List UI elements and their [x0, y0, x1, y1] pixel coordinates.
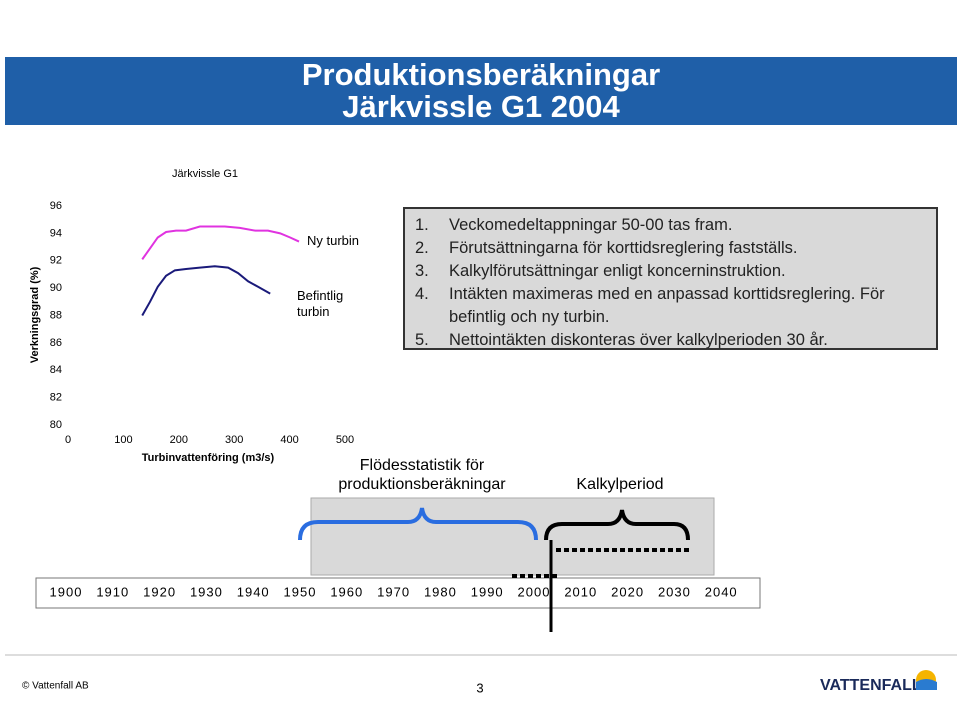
item-text: Nettointäkten diskonteras över kalkylper… [449, 331, 828, 349]
legend-label: Ny turbin [307, 233, 360, 248]
title-bar: Produktionsberäkningar Järkvissle G1 200… [5, 57, 957, 125]
flow-brace [298, 507, 538, 541]
list-item: 4. Intäkten maximeras med en anpassad kor… [415, 283, 926, 329]
year-label: 1980 [424, 584, 457, 599]
period-label: Kalkylperiod [576, 476, 664, 493]
year-label: 1920 [143, 584, 176, 599]
title: Produktionsberäkningar [301, 57, 661, 92]
year-label: 2020 [611, 584, 644, 599]
x-tick-label: 0 [65, 434, 71, 446]
x-axis-label: Turbinvattenföring (m3/s) [142, 452, 275, 464]
y-tick-label: 80 [50, 419, 62, 431]
logo-sun [916, 670, 937, 690]
logo-text: VATTENFALL [820, 677, 922, 694]
year-label: 1930 [190, 584, 223, 599]
x-tick-label: 200 [170, 434, 188, 446]
year-label: 1940 [237, 584, 270, 599]
year-label: 2030 [658, 584, 691, 599]
timeline-bg [310, 497, 715, 576]
item-text: Kalkylförutsättningar enligt koncerninst… [449, 262, 786, 280]
year-label: 1970 [377, 584, 410, 599]
year-label: 2010 [564, 584, 597, 599]
legend-label: Befintlig turbin [297, 288, 344, 319]
chart-title: Järkvissle G1 [172, 168, 238, 180]
year-label: 1990 [471, 584, 504, 599]
year-label: 2040 [705, 584, 738, 599]
y-tick-label: 84 [50, 364, 62, 376]
y-tick-label: 92 [50, 255, 62, 267]
y-tick-label: 86 [50, 337, 62, 349]
y-tick-label: 88 [50, 309, 62, 321]
page-number: 3 [476, 680, 483, 695]
item-number: 3. [415, 262, 429, 280]
x-tick-label: 400 [280, 434, 298, 446]
y-tick-label: 94 [50, 227, 62, 239]
period-brace [544, 509, 690, 541]
y-tick-label: 82 [50, 392, 62, 404]
year-label: 1950 [284, 584, 317, 599]
item-text: Förutsättningarna för korttidsreglering … [449, 239, 798, 257]
y-tick-label: 96 [50, 200, 62, 212]
year-label: 1910 [96, 584, 129, 599]
copyright: © Vattenfall AB [22, 681, 89, 692]
series-line [141, 265, 271, 316]
list-item: 3. Kalkylförutsättningar enligt koncernin… [415, 260, 926, 283]
year-label: 1900 [50, 584, 83, 599]
series-line [141, 225, 300, 260]
item-text: Veckomedeltappningar 50-00 tas fram. [449, 216, 733, 234]
steps-box: 1. Veckomedeltappningar 50-00 tas fram. 2.… [403, 207, 938, 350]
item-number: 4. [415, 285, 429, 303]
item-number: 1. [415, 216, 429, 234]
item-text: Intäkten maximeras med en anpassad kortt… [449, 285, 885, 326]
list-item: 2. Förutsättningarna för korttidsreglerin… [415, 237, 926, 260]
item-number: 5. [415, 331, 429, 349]
list-item: 1. Veckomedeltappningar 50-00 tas fram. [415, 214, 926, 237]
year-label: 1960 [330, 584, 363, 599]
x-tick-label: 500 [336, 434, 354, 446]
y-tick-label: 90 [50, 282, 62, 294]
flow-label: Flödesstatistik för produktionsberäkning… [338, 457, 506, 493]
x-tick-label: 100 [114, 434, 132, 446]
subtitle: Järkvissle G1 2004 [342, 89, 620, 124]
list-item: 5. Nettointäkten diskonteras över kalkylp… [415, 329, 926, 352]
year-label: 2000 [518, 584, 551, 599]
item-number: 2. [415, 239, 429, 257]
timeline-axis [35, 577, 761, 609]
x-tick-label: 300 [225, 434, 243, 446]
y-axis-label: Verkningsgrad (%) [29, 266, 41, 363]
